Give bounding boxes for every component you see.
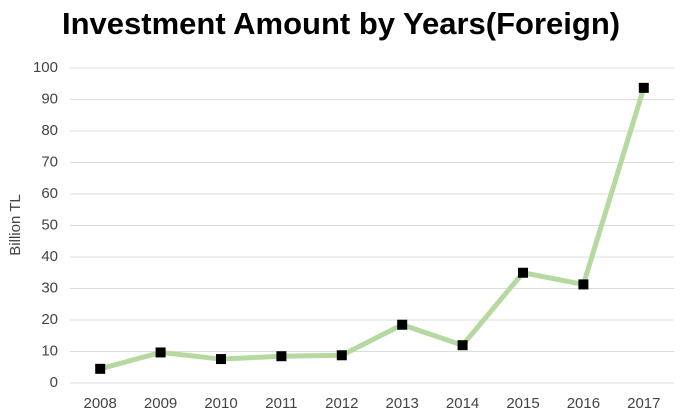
y-axis-label: Billion TL <box>7 194 24 255</box>
x-tick-label: 2010 <box>204 395 237 412</box>
y-tick-label: 60 <box>41 185 58 202</box>
x-tick-label: 2008 <box>84 395 117 412</box>
data-marker <box>578 279 589 290</box>
data-marker <box>638 82 649 93</box>
data-marker <box>276 351 287 362</box>
y-tick-label: 10 <box>41 342 58 359</box>
data-marker <box>397 319 408 330</box>
x-tick-label: 2016 <box>567 395 600 412</box>
x-tick-label: 2009 <box>144 395 177 412</box>
x-tick-label: 2014 <box>446 395 479 412</box>
chart-title: Investment Amount by Years(Foreign) <box>62 6 620 41</box>
y-tick-label: 90 <box>41 90 58 107</box>
x-tick-label: 2013 <box>386 395 419 412</box>
y-tick-label: 0 <box>50 374 58 391</box>
y-tick-label: 50 <box>41 216 58 233</box>
y-tick-label: 80 <box>41 122 58 139</box>
data-line <box>97 85 647 372</box>
data-marker <box>457 340 468 351</box>
data-marker <box>95 363 106 374</box>
x-tick-label: 2015 <box>506 395 539 412</box>
data-marker <box>518 267 528 278</box>
x-tick-label: 2017 <box>627 395 660 412</box>
y-tick-label: 20 <box>41 311 58 328</box>
y-tick-label: 70 <box>41 153 58 170</box>
data-marker <box>155 347 166 358</box>
x-tick-label: 2011 <box>265 395 297 412</box>
data-marker <box>216 354 226 365</box>
data-marker <box>336 350 347 361</box>
y-tick-label: 40 <box>41 248 58 265</box>
y-tick-label: 30 <box>41 279 58 296</box>
x-tick-label: 2012 <box>325 395 358 412</box>
y-tick-label: 100 <box>33 59 58 76</box>
